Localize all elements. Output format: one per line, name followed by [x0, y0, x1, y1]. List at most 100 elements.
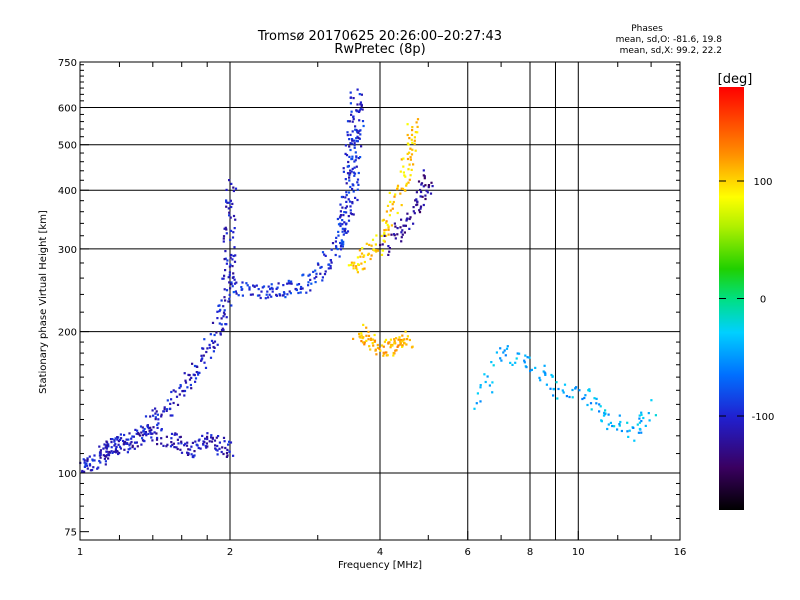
data-point — [393, 222, 396, 225]
data-point — [178, 393, 181, 396]
data-point — [160, 428, 163, 431]
data-point — [160, 413, 163, 416]
data-point — [329, 259, 332, 262]
data-point — [260, 290, 263, 293]
data-point — [518, 352, 521, 355]
data-point — [228, 211, 231, 214]
data-point — [358, 119, 361, 122]
data-point — [342, 233, 345, 236]
data-point — [391, 203, 394, 206]
data-point — [571, 396, 574, 399]
data-point — [479, 400, 482, 403]
data-point — [115, 445, 118, 448]
data-point — [563, 383, 567, 386]
data-point — [301, 287, 304, 290]
data-point — [413, 142, 416, 145]
data-point — [275, 294, 278, 297]
data-point — [429, 192, 433, 195]
data-point — [373, 340, 376, 343]
data-point — [296, 283, 299, 286]
data-point — [252, 284, 255, 287]
data-point — [421, 195, 424, 198]
data-point — [607, 413, 610, 416]
data-point — [156, 426, 159, 429]
data-point — [353, 172, 357, 175]
data-point — [228, 450, 231, 453]
data-point — [420, 190, 423, 194]
data-point — [345, 194, 348, 197]
data-point — [182, 389, 185, 393]
data-point — [154, 416, 157, 419]
data-point — [411, 126, 414, 129]
data-point — [171, 414, 174, 417]
data-point — [479, 384, 482, 387]
data-point — [410, 133, 414, 136]
data-point — [633, 439, 636, 442]
data-point — [590, 408, 593, 411]
data-point — [409, 216, 412, 219]
x-axis-label: Frequency [MHz] — [338, 560, 422, 571]
data-point — [654, 414, 657, 417]
data-point — [127, 448, 130, 451]
data-point — [399, 343, 402, 346]
data-point — [368, 345, 371, 348]
data-point — [350, 263, 353, 267]
data-point — [384, 234, 388, 237]
data-point — [400, 218, 403, 221]
data-point — [136, 429, 139, 432]
data-point — [213, 340, 217, 343]
data-point — [403, 338, 406, 341]
data-point — [93, 459, 96, 462]
data-point — [357, 263, 360, 266]
data-point — [286, 293, 289, 296]
data-point — [180, 451, 184, 454]
data-point — [233, 260, 237, 263]
data-point — [232, 291, 235, 294]
data-point — [583, 396, 586, 400]
data-point — [389, 338, 392, 341]
data-point — [142, 430, 145, 433]
data-point — [618, 414, 621, 417]
data-point — [339, 241, 342, 245]
data-point — [355, 128, 358, 132]
data-point — [383, 352, 386, 355]
data-point — [335, 245, 338, 248]
data-point — [133, 447, 136, 450]
data-point — [627, 435, 630, 438]
data-point — [122, 439, 125, 443]
data-point — [348, 179, 351, 182]
data-point — [424, 197, 427, 201]
data-point — [160, 429, 163, 432]
data-point — [200, 359, 203, 362]
data-point — [231, 236, 235, 239]
data-point — [551, 375, 554, 378]
data-point — [352, 115, 355, 118]
data-point — [228, 297, 231, 300]
data-point — [218, 310, 221, 313]
data-point — [269, 288, 272, 291]
data-point — [227, 300, 230, 303]
data-point — [523, 359, 526, 362]
data-point — [550, 373, 553, 377]
data-point — [388, 191, 391, 194]
data-point — [234, 218, 237, 221]
data-point — [344, 178, 347, 181]
data-point — [381, 249, 384, 252]
data-point — [355, 140, 358, 143]
data-point — [193, 450, 196, 453]
data-point — [342, 170, 345, 173]
data-point — [419, 195, 422, 198]
data-point — [344, 207, 347, 210]
data-point — [349, 209, 352, 212]
data-point — [222, 311, 226, 314]
data-point — [589, 402, 593, 405]
data-point — [225, 232, 228, 235]
data-point — [372, 344, 375, 347]
data-point — [259, 296, 262, 300]
data-point — [380, 234, 383, 237]
data-point — [229, 263, 232, 266]
data-point — [370, 254, 373, 257]
data-point — [189, 448, 192, 451]
data-point — [516, 352, 519, 355]
data-point — [371, 338, 375, 341]
